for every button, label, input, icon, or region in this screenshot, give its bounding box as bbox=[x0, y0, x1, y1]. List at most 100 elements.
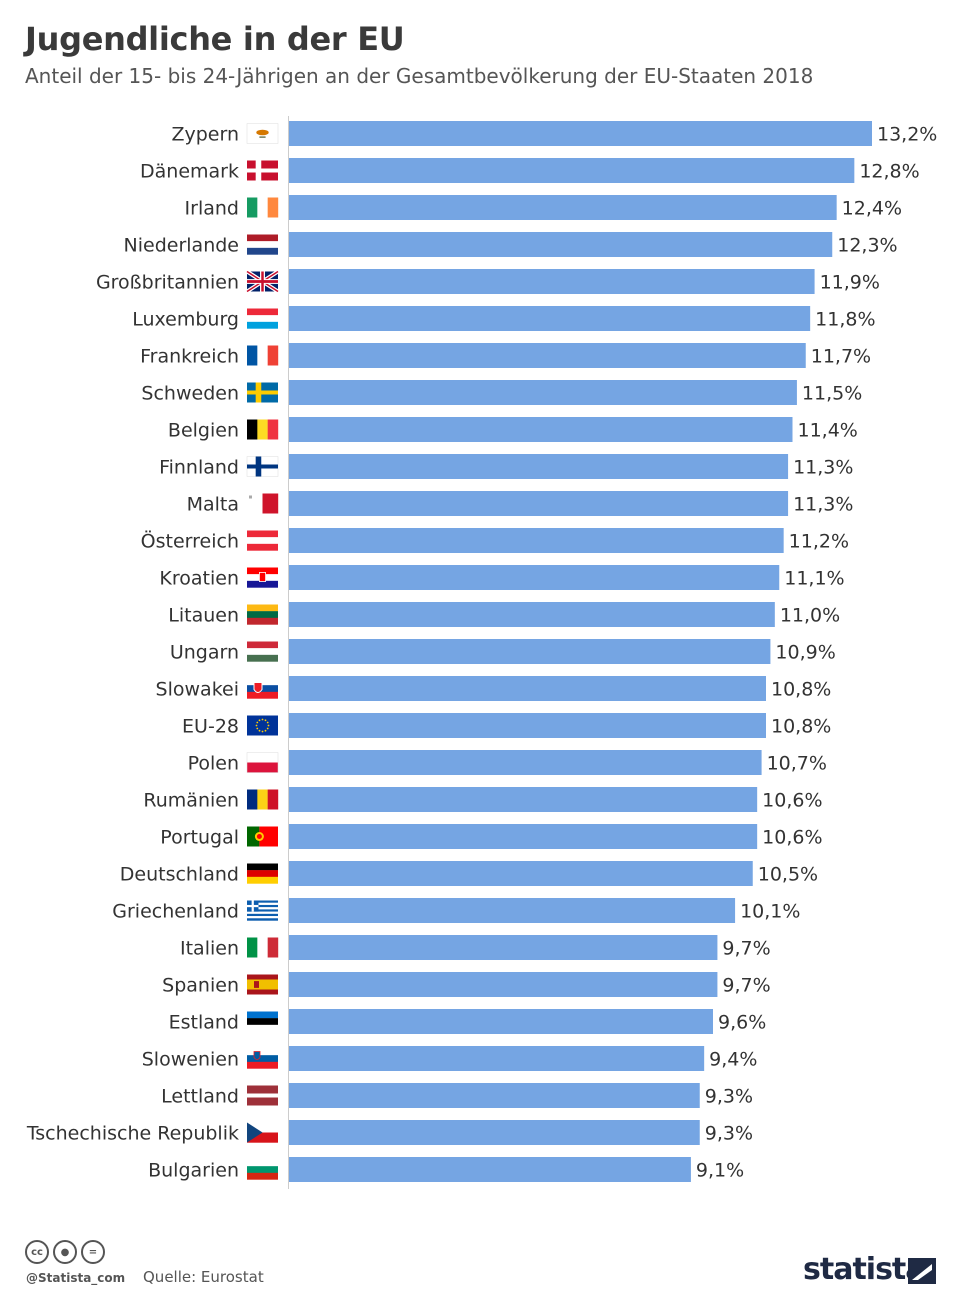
bar bbox=[289, 1046, 705, 1071]
bar bbox=[289, 861, 753, 886]
bar bbox=[289, 1009, 713, 1034]
category-label: Tschechische Republik bbox=[26, 1123, 239, 1145]
bar bbox=[289, 935, 718, 960]
value-label: 10,1% bbox=[740, 901, 800, 923]
flag-lithuania-icon bbox=[247, 604, 278, 625]
flag-portugal-icon bbox=[247, 826, 278, 847]
flag-denmark-icon bbox=[247, 160, 278, 181]
flag-eu-icon bbox=[247, 715, 278, 736]
bar bbox=[289, 380, 797, 405]
flag-slovenia-icon bbox=[247, 1048, 278, 1069]
value-label: 10,6% bbox=[762, 790, 822, 812]
category-label: Litauen bbox=[168, 605, 239, 627]
value-label: 9,7% bbox=[722, 938, 770, 960]
flag-estonia-icon bbox=[247, 1011, 278, 1032]
chart-subtitle: Anteil der 15- bis 24-Jährigen an der Ge… bbox=[25, 64, 814, 88]
category-label: EU-28 bbox=[182, 716, 239, 738]
value-label: 9,1% bbox=[696, 1160, 744, 1182]
category-label: Slowenien bbox=[142, 1049, 239, 1071]
category-label: Irland bbox=[185, 198, 239, 220]
category-label: Schweden bbox=[141, 383, 239, 405]
flag-croatia-icon bbox=[247, 567, 278, 588]
value-label: 9,3% bbox=[705, 1123, 753, 1145]
flag-austria-icon bbox=[247, 530, 278, 551]
flag-italy-icon bbox=[247, 937, 279, 958]
value-label: 10,8% bbox=[771, 716, 831, 738]
flag-ireland-icon bbox=[247, 197, 279, 218]
nd-icon: = bbox=[81, 1240, 105, 1264]
category-label: Ungarn bbox=[170, 642, 239, 664]
category-label: Italien bbox=[180, 938, 239, 960]
flag-uk-icon bbox=[245, 269, 280, 294]
value-label: 11,3% bbox=[793, 494, 853, 516]
footer-source: Quelle: Eurostat bbox=[143, 1268, 264, 1286]
chart-title: Jugendliche in der EU bbox=[25, 20, 405, 58]
cc-icon: cc bbox=[25, 1240, 49, 1264]
statista-logo-mark-icon bbox=[908, 1258, 936, 1284]
bar bbox=[289, 491, 789, 516]
flag-spain-icon bbox=[247, 974, 278, 995]
flag-luxembourg-icon bbox=[247, 308, 278, 329]
flag-france-icon bbox=[247, 345, 279, 366]
flag-germany-icon bbox=[247, 863, 278, 884]
value-label: 11,9% bbox=[820, 272, 880, 294]
value-label: 12,4% bbox=[842, 198, 902, 220]
value-label: 10,9% bbox=[775, 642, 835, 664]
bar bbox=[289, 195, 837, 220]
flag-hungary-icon bbox=[247, 641, 278, 662]
category-label: Niederlande bbox=[124, 235, 239, 257]
value-label: 11,5% bbox=[802, 383, 862, 405]
value-label: 9,4% bbox=[709, 1049, 757, 1071]
value-label: 10,7% bbox=[767, 753, 827, 775]
category-label: Frankreich bbox=[140, 346, 239, 368]
bar bbox=[289, 676, 766, 701]
bar bbox=[289, 713, 766, 738]
footer-handle: @Statista_com bbox=[26, 1271, 126, 1285]
bar bbox=[289, 565, 780, 590]
value-label: 11,3% bbox=[793, 457, 853, 479]
statista-logo: statista bbox=[803, 1252, 926, 1287]
category-label: Rumänien bbox=[143, 790, 239, 812]
bar bbox=[289, 454, 789, 479]
category-label: Portugal bbox=[160, 827, 239, 849]
category-label: Deutschland bbox=[120, 864, 239, 886]
category-label: Polen bbox=[188, 753, 239, 775]
category-label: Griechenland bbox=[112, 901, 239, 923]
category-label: Großbritannien bbox=[96, 272, 239, 294]
flag-bulgaria-icon bbox=[247, 1159, 278, 1180]
category-label: Finnland bbox=[159, 457, 239, 479]
category-label: Spanien bbox=[162, 975, 239, 997]
bar bbox=[289, 343, 806, 368]
bar-chart: Zypern 13,2% Dänemark 12,8% Irland 12,4% Niede… bbox=[26, 116, 937, 1189]
value-label: 13,2% bbox=[877, 124, 937, 146]
value-label: 12,8% bbox=[859, 161, 919, 183]
category-label: Lettland bbox=[161, 1086, 239, 1108]
flag-finland-icon bbox=[246, 456, 279, 477]
value-label: 10,6% bbox=[762, 827, 822, 849]
category-label: Bulgarien bbox=[148, 1160, 239, 1182]
flag-sweden-icon bbox=[247, 382, 278, 403]
category-label: Estland bbox=[169, 1012, 239, 1034]
value-label: 11,4% bbox=[798, 420, 858, 442]
bar bbox=[289, 787, 758, 812]
flag-latvia-icon bbox=[247, 1085, 278, 1106]
flag-czechia-icon bbox=[247, 1122, 278, 1143]
bar bbox=[289, 1120, 700, 1145]
bar bbox=[289, 824, 758, 849]
category-label: Kroatien bbox=[159, 568, 239, 590]
bar bbox=[289, 158, 855, 183]
bar bbox=[289, 528, 784, 553]
category-label: Luxemburg bbox=[132, 309, 239, 331]
flag-cyprus-icon bbox=[246, 123, 279, 144]
bar bbox=[289, 639, 771, 664]
value-label: 10,5% bbox=[758, 864, 818, 886]
flag-romania-icon bbox=[247, 789, 279, 810]
value-label: 11,7% bbox=[811, 346, 871, 368]
flag-belgium-icon bbox=[247, 419, 279, 440]
flag-poland-icon bbox=[246, 752, 279, 773]
value-label: 11,2% bbox=[789, 531, 849, 553]
by-icon: ● bbox=[53, 1240, 77, 1264]
bar bbox=[289, 417, 793, 442]
flag-netherlands-icon bbox=[247, 234, 278, 255]
bar bbox=[289, 1083, 700, 1108]
